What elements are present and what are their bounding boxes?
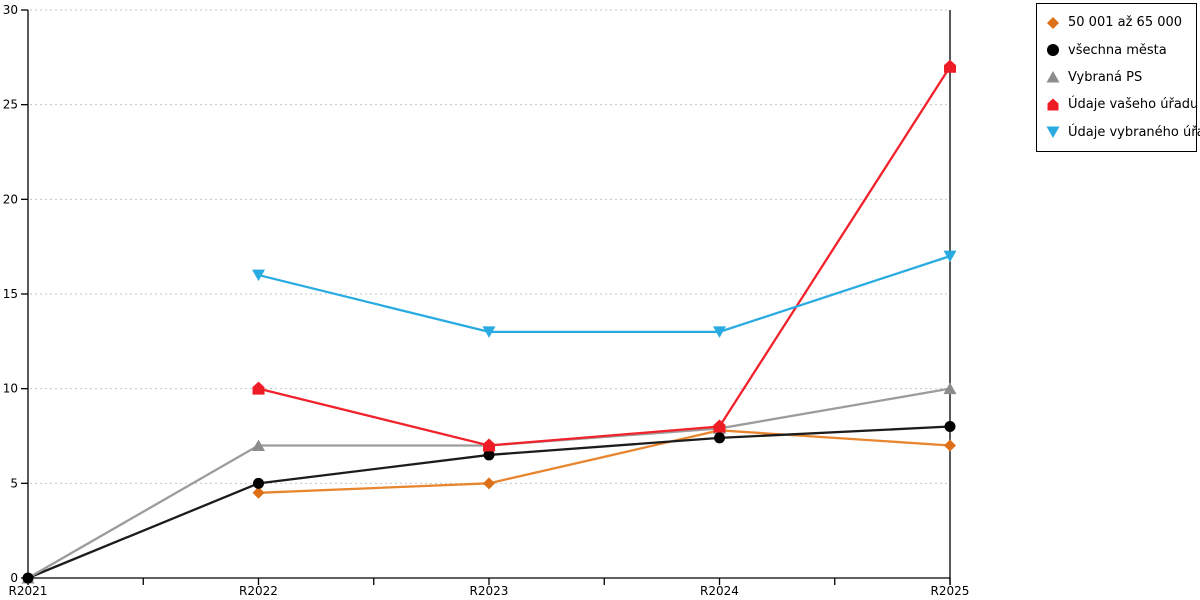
legend-label: Údaje vašeho úřadu bbox=[1068, 97, 1199, 113]
legend-label: všechna města bbox=[1068, 42, 1167, 58]
x-tick-label: R2022 bbox=[239, 584, 278, 598]
triangle-down-marker bbox=[482, 326, 496, 338]
legend-label: Vybraná PS bbox=[1068, 69, 1143, 85]
legend-item-3: Údaje vašeho úřadu bbox=[1045, 97, 1198, 113]
x-tick-label: R2025 bbox=[931, 584, 970, 598]
circle-marker bbox=[253, 477, 264, 489]
y-tick-label: 10 bbox=[3, 382, 18, 396]
legend-label: Údaje vybraného úřadu bbox=[1068, 124, 1200, 140]
pentagon-marker bbox=[483, 438, 495, 452]
y-tick-label: 30 bbox=[3, 3, 18, 17]
diamond-marker bbox=[483, 477, 495, 490]
triangle-down-marker bbox=[943, 250, 957, 263]
series-line-0 bbox=[258, 429, 951, 494]
legend: 50 001 až 65 000 všechna města Vybraná PS Ú… bbox=[1036, 3, 1200, 152]
legend-label: 50 001 až 65 000 bbox=[1068, 15, 1183, 31]
series-line-4 bbox=[258, 255, 951, 334]
y-tick-label: 5 bbox=[10, 476, 18, 490]
circle-marker bbox=[714, 432, 725, 444]
legend-item-2: Vybraná PS bbox=[1045, 69, 1192, 85]
circle-marker bbox=[22, 572, 34, 584]
circle-icon bbox=[1047, 44, 1059, 57]
legend-item-4: Údaje vybraného úřadu bbox=[1045, 124, 1200, 140]
triangle-down-icon bbox=[1046, 126, 1060, 139]
y-tick-label: 20 bbox=[3, 192, 18, 206]
triangle-down-marker bbox=[252, 269, 265, 282]
x-tick-label: R2024 bbox=[700, 584, 739, 598]
triangle-up-marker bbox=[252, 439, 265, 451]
y-tick-label: 15 bbox=[3, 287, 18, 301]
circle-marker bbox=[483, 449, 495, 461]
y-tick-label: 25 bbox=[3, 98, 18, 112]
triangle-down-marker bbox=[713, 326, 726, 338]
y-tick-label: 0 bbox=[10, 571, 18, 585]
diamond-marker bbox=[252, 486, 265, 499]
pentagon-icon bbox=[1047, 98, 1059, 111]
x-tick-label: R2023 bbox=[470, 584, 509, 598]
legend-item-0: 50 001 až 65 000 bbox=[1045, 15, 1192, 31]
pentagon-marker bbox=[252, 381, 265, 395]
pentagon-marker bbox=[713, 419, 726, 433]
x-tick-label: R2021 bbox=[9, 584, 48, 598]
triangle-up-marker bbox=[943, 382, 957, 395]
legend-item-1: všechna města bbox=[1045, 42, 1192, 58]
pentagon-marker bbox=[944, 59, 956, 73]
diamond-marker bbox=[944, 439, 956, 452]
series-line-3 bbox=[258, 66, 951, 447]
triangle-up-icon bbox=[1046, 71, 1060, 83]
diamond-icon bbox=[1047, 16, 1059, 29]
circle-marker bbox=[944, 421, 956, 433]
